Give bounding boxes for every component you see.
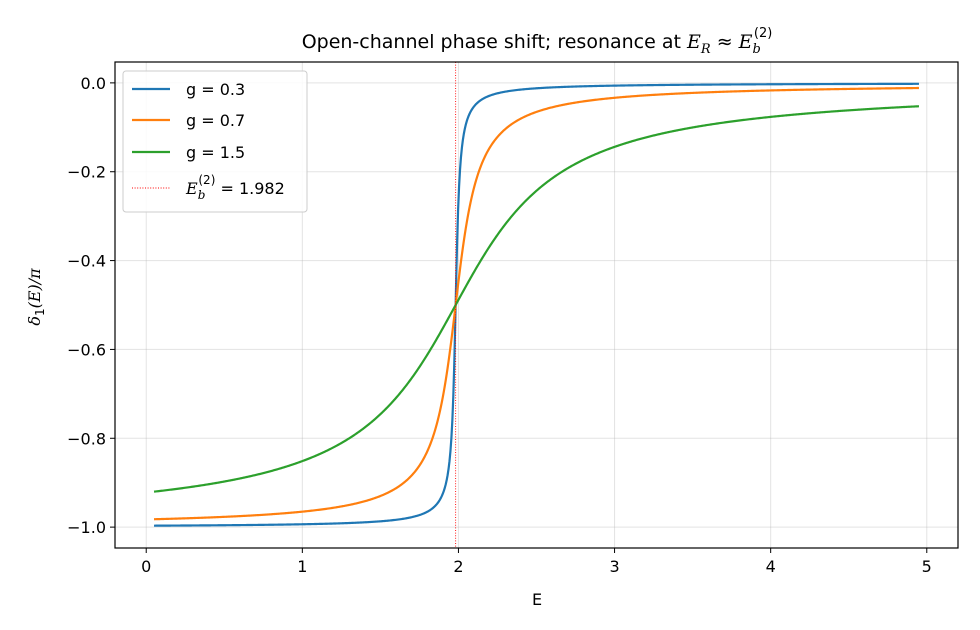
y-tick-label: −0.2 (67, 163, 106, 182)
legend-item-resonance: Eb(2) = 1.982 (132, 173, 285, 202)
x-tick-label: 2 (453, 557, 463, 576)
series-line-g-1.5 (153, 105, 920, 493)
x-axis-label: E (532, 590, 542, 609)
y-tick-label: 0.0 (81, 74, 106, 93)
legend-label-g-0.7: g = 0.7 (186, 111, 245, 130)
legend: g = 0.3 g = 0.7 g = 1.5 Eb(2) = 1.982 (122, 70, 308, 213)
plot-area (153, 62, 920, 548)
y-axis-label: δ1(E)/π (25, 268, 47, 326)
y-axis-ticks: 0.0 −0.2 −0.4 −0.6 −0.8 −1.0 (67, 74, 115, 537)
x-tick-label: 1 (297, 557, 307, 576)
y-tick-label: −0.6 (67, 340, 106, 359)
axes-spines (114, 61, 959, 549)
legend-label-resonance: Eb(2) = 1.982 (185, 173, 285, 202)
x-axis-ticks: 0 1 2 3 4 5 (141, 548, 932, 576)
series-line-g-0.7 (153, 86, 920, 521)
legend-label-g-0.3: g = 0.3 (186, 80, 245, 99)
axes-frame (114, 61, 959, 549)
legend-item-g-1.5: g = 1.5 (132, 143, 245, 162)
legend-label-g-1.5: g = 1.5 (186, 143, 245, 162)
series-line-g-0.3 (153, 82, 920, 527)
legend-frame (122, 70, 308, 213)
chart-title: Open-channel phase shift; resonance at E… (302, 26, 773, 57)
x-tick-label: 4 (766, 557, 776, 576)
x-tick-label: 5 (922, 557, 932, 576)
legend-item-g-0.3: g = 0.3 (132, 80, 245, 99)
x-tick-label: 3 (609, 557, 619, 576)
y-tick-label: −0.8 (67, 429, 106, 448)
x-tick-label: 0 (141, 557, 151, 576)
y-tick-label: −1.0 (67, 518, 106, 537)
legend-item-g-0.7: g = 0.7 (132, 111, 245, 130)
y-tick-label: −0.4 (67, 252, 106, 271)
